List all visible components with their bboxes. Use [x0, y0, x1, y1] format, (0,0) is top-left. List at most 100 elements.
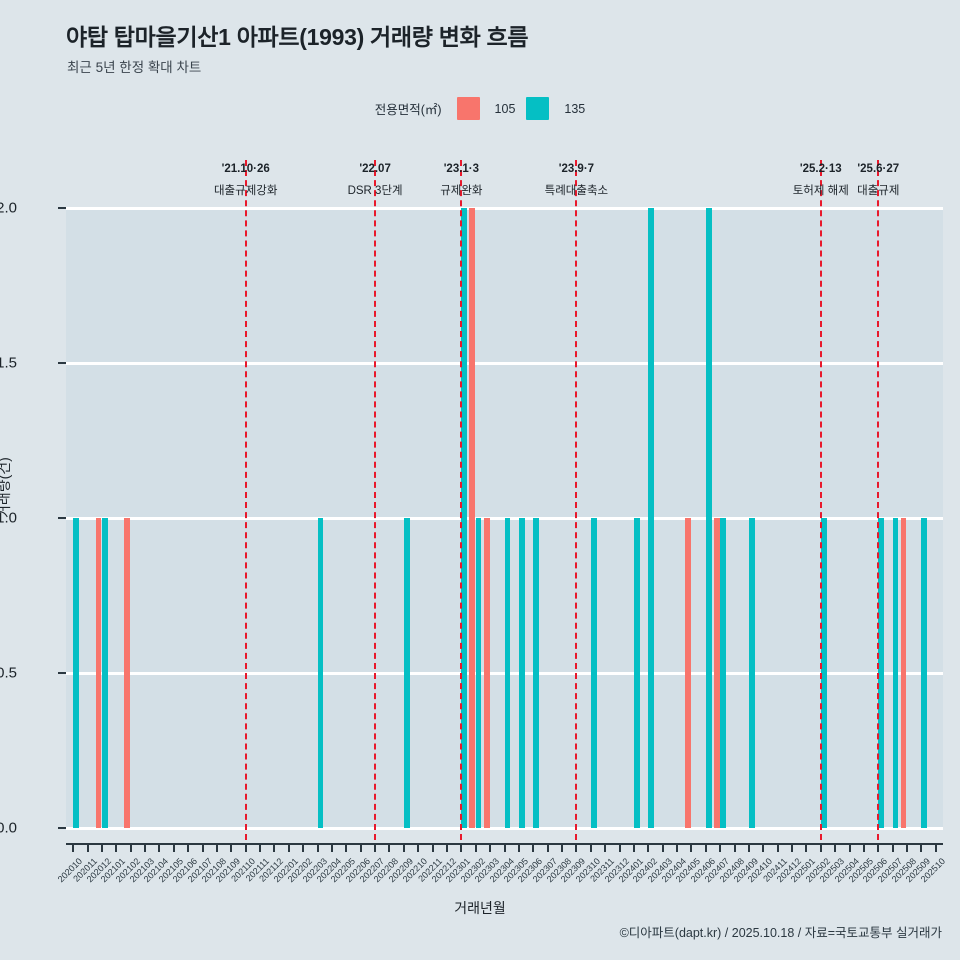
- bar-135-202401[interactable]: [633, 518, 640, 828]
- x-tick-mark: [661, 843, 664, 852]
- x-tick-mark: [604, 843, 607, 852]
- bar-135-202305[interactable]: [518, 518, 525, 828]
- bar-105-202303[interactable]: [483, 518, 490, 828]
- bar-135-202304[interactable]: [504, 518, 511, 828]
- x-tick-mark: [632, 843, 635, 852]
- x-tick-mark: [862, 843, 865, 852]
- x-tick-mark: [445, 843, 448, 852]
- event-line-202506: [877, 160, 880, 840]
- gridline: [66, 361, 943, 365]
- bar-105-202302[interactable]: [469, 208, 476, 828]
- bar-135-202406[interactable]: [705, 208, 712, 828]
- x-tick-mark: [906, 843, 909, 852]
- x-tick-mark: [819, 843, 822, 852]
- event-line-202502: [819, 160, 822, 840]
- bar-135-202203[interactable]: [317, 518, 324, 828]
- bar-135-202301[interactable]: [461, 208, 468, 828]
- event-name-202502: 토허제 해제: [792, 185, 849, 197]
- x-tick-mark: [374, 843, 377, 852]
- bar-135-202302[interactable]: [475, 518, 482, 828]
- x-tick-mark: [388, 843, 391, 852]
- x-tick-mark: [474, 843, 477, 852]
- x-tick-mark: [561, 843, 563, 852]
- x-tick-mark: [546, 843, 549, 852]
- bar-135-202310[interactable]: [590, 518, 597, 828]
- page-subtitle: 최근 5년 한정 확대 차트: [67, 60, 202, 75]
- event-date-202502: '25.2·13: [799, 163, 842, 175]
- y-tick-label: 2.0: [0, 199, 17, 217]
- x-tick-mark: [244, 843, 247, 852]
- x-tick-mark: [690, 843, 693, 852]
- event-line-202309: [575, 160, 578, 840]
- bar-135-202409[interactable]: [748, 518, 755, 828]
- x-tick-mark: [517, 843, 520, 852]
- x-tick-mark: [345, 843, 348, 852]
- event-name-202309: 특례대출축소: [544, 185, 609, 197]
- x-tick-mark: [589, 843, 592, 852]
- x-tick-mark: [532, 843, 535, 852]
- x-axis-title: 거래년월: [454, 900, 506, 916]
- bar-135-202407[interactable]: [720, 518, 726, 828]
- x-tick-mark: [733, 843, 736, 852]
- plot-area: [66, 206, 943, 830]
- legend-label-135: 135: [564, 101, 586, 116]
- x-tick-mark: [215, 843, 218, 852]
- x-tick-mark: [417, 843, 420, 852]
- bar-135-202509[interactable]: [921, 518, 928, 828]
- gridline: [66, 206, 943, 210]
- bar-135-202506[interactable]: [878, 518, 885, 828]
- x-tick-mark: [618, 843, 621, 852]
- x-tick-mark: [489, 843, 492, 852]
- x-tick-mark: [776, 843, 779, 852]
- x-tick-mark: [805, 843, 808, 852]
- x-tick-mark: [848, 843, 851, 852]
- x-tick-mark: [719, 843, 722, 852]
- bar-105-202102[interactable]: [124, 518, 131, 828]
- legend: 전용면적(㎡) 105 135: [0, 97, 960, 120]
- x-tick-mark: [431, 843, 434, 852]
- bar-135-202507[interactable]: [892, 518, 899, 828]
- legend-title: 전용면적(㎡): [374, 103, 442, 117]
- x-tick-mark: [230, 843, 233, 852]
- y-tick-mark: [58, 517, 66, 519]
- page-title: 야탑 탑마을기산1 아파트(1993) 거래량 변화 흐름: [66, 24, 529, 50]
- bar-135-202306[interactable]: [533, 518, 539, 828]
- event-name-202506: 대출규제: [857, 185, 900, 197]
- y-tick-mark: [58, 362, 66, 364]
- bar-105-202012[interactable]: [95, 518, 102, 828]
- x-tick-mark: [503, 843, 506, 852]
- bar-105-202405[interactable]: [685, 518, 691, 828]
- bar-135-202502[interactable]: [820, 518, 827, 828]
- bar-135-202012[interactable]: [101, 518, 108, 828]
- x-tick-mark: [891, 843, 894, 852]
- x-tick-mark: [834, 843, 837, 852]
- x-tick-mark: [158, 843, 161, 852]
- x-tick-mark: [460, 843, 463, 852]
- event-date-202207: '22.07: [359, 163, 391, 175]
- x-tick-mark: [704, 843, 707, 852]
- x-tick-mark: [72, 843, 75, 852]
- event-name-202110: 대출규제강화: [213, 185, 278, 197]
- x-tick-mark: [201, 843, 204, 852]
- bar-105-202407[interactable]: [713, 518, 720, 828]
- y-tick-mark: [58, 827, 66, 829]
- x-tick-mark: [359, 843, 362, 852]
- x-tick-mark: [647, 843, 650, 852]
- event-date-202301: '23.1·3: [443, 163, 480, 175]
- legend-label-105: 105: [494, 101, 516, 116]
- x-tick-mark: [920, 843, 923, 852]
- x-tick-mark: [144, 843, 147, 852]
- x-tick-mark: [86, 843, 89, 852]
- x-tick-mark: [259, 843, 262, 852]
- y-tick-label: 0.5: [0, 664, 17, 682]
- bar-135-202209[interactable]: [403, 518, 410, 828]
- bar-135-202010[interactable]: [73, 518, 79, 828]
- y-tick-label: 1.5: [0, 354, 17, 372]
- event-line-202207: [374, 160, 377, 840]
- bar-105-202508[interactable]: [900, 518, 907, 828]
- y-tick-label: 0.0: [0, 819, 17, 837]
- x-tick-mark: [287, 843, 290, 852]
- bar-135-202402[interactable]: [648, 208, 655, 828]
- x-tick-mark: [762, 843, 765, 852]
- event-date-202506: '25.6·27: [857, 163, 900, 175]
